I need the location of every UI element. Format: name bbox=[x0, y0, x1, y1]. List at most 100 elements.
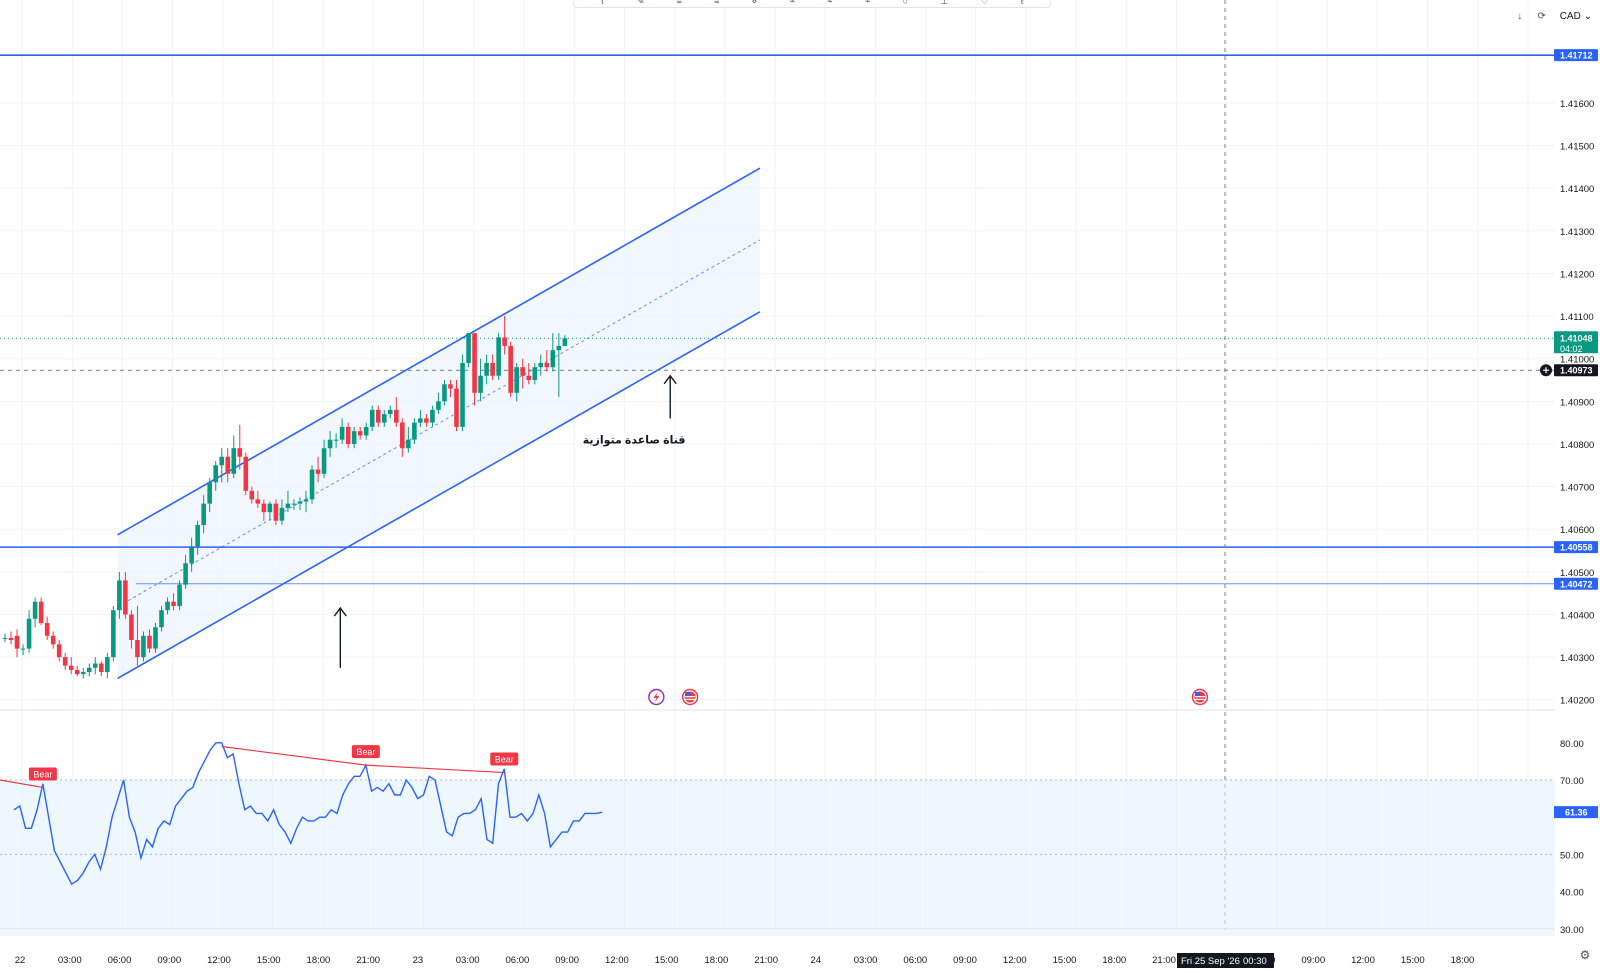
rsi-tick-label: 80.00 bbox=[1560, 739, 1584, 750]
price-tick-label: 1.41300 bbox=[1560, 227, 1594, 238]
candle bbox=[472, 333, 477, 406]
lightning-icon bbox=[648, 688, 665, 706]
candle-body bbox=[460, 362, 465, 427]
candle bbox=[526, 362, 532, 385]
candle-body bbox=[381, 414, 387, 423]
time-tick-label: 22 bbox=[15, 955, 26, 966]
horizontal-line-label: 1.41712 bbox=[1554, 49, 1598, 62]
candle-body bbox=[502, 337, 507, 346]
crosshair-label: 1.40973 bbox=[1540, 364, 1598, 377]
flag-canton bbox=[685, 692, 691, 696]
channel-lower-line bbox=[117, 311, 761, 680]
horizontal-line-label: 1.40558 bbox=[1554, 541, 1598, 554]
candle bbox=[496, 333, 501, 381]
path-icon[interactable]: ⌁ bbox=[789, 0, 795, 6]
flag-stripe bbox=[685, 698, 696, 701]
candle-body bbox=[556, 345, 562, 351]
candle bbox=[315, 456, 321, 483]
candle-body bbox=[315, 469, 321, 474]
lines-icon[interactable]: ≡ bbox=[676, 0, 682, 6]
candle-body bbox=[68, 665, 74, 670]
candle-body bbox=[412, 422, 417, 440]
rsi-line bbox=[13, 742, 603, 886]
candle-body bbox=[478, 375, 483, 393]
candle-body bbox=[454, 388, 459, 427]
candle bbox=[351, 426, 357, 449]
candle-body bbox=[267, 503, 273, 513]
candle bbox=[550, 333, 556, 372]
candle-body bbox=[424, 418, 429, 423]
candle bbox=[333, 433, 339, 449]
candle bbox=[213, 461, 218, 491]
candle-body bbox=[44, 623, 50, 636]
candle-body bbox=[375, 409, 381, 423]
price-tick-label: 1.40600 bbox=[1560, 525, 1594, 536]
pin-icon[interactable]: ℓ bbox=[1020, 0, 1024, 6]
flag-us-icon bbox=[1191, 688, 1209, 706]
circle-icon[interactable]: ○ bbox=[902, 0, 909, 6]
candle bbox=[80, 667, 86, 679]
time-tick-label: 12:00 bbox=[1003, 955, 1027, 966]
candle-body bbox=[363, 426, 369, 436]
bear-label-text: Bear bbox=[495, 755, 514, 765]
divergence-line bbox=[221, 745, 366, 766]
candle-body bbox=[357, 431, 363, 436]
candle-body bbox=[249, 490, 255, 500]
candle-body bbox=[472, 333, 477, 393]
candle bbox=[339, 418, 345, 444]
price-label-bg bbox=[1554, 577, 1598, 590]
gear-icon[interactable]: ⚙ bbox=[1579, 948, 1591, 962]
price-label-bg bbox=[1554, 331, 1598, 354]
candle bbox=[249, 486, 255, 504]
candle-body bbox=[466, 333, 471, 363]
price-tick-label: 1.40500 bbox=[1560, 568, 1594, 579]
candle bbox=[2, 633, 8, 643]
refresh-icon[interactable]: ⟳ bbox=[1537, 10, 1546, 22]
candle bbox=[291, 499, 297, 511]
candle-body bbox=[255, 499, 261, 504]
candle-body bbox=[496, 337, 501, 376]
candle bbox=[237, 424, 243, 470]
brush-icon[interactable]: ⌇ bbox=[600, 0, 605, 6]
candle-body bbox=[74, 669, 80, 675]
candle-body bbox=[32, 601, 38, 619]
candle-body bbox=[141, 635, 146, 658]
path-icon[interactable]: ⌁ bbox=[827, 0, 833, 6]
time-tick-label: 15:00 bbox=[257, 955, 281, 966]
top-right-controls: ↓ ⟳ CAD ⌄ bbox=[1512, 6, 1600, 26]
lightning-shape bbox=[653, 692, 660, 702]
download-icon[interactable]: ↓ bbox=[1517, 10, 1523, 22]
candle bbox=[183, 554, 188, 589]
candle-body bbox=[387, 409, 393, 415]
heart-icon[interactable]: ♡ bbox=[980, 0, 989, 6]
rsi-pane: Bear Bear Bear bbox=[0, 742, 1555, 937]
candle-body bbox=[117, 580, 122, 611]
price-label-bg bbox=[1554, 364, 1598, 377]
bear-label-bg bbox=[490, 752, 519, 766]
pin-icon[interactable]: ⊥ bbox=[940, 0, 949, 6]
time-tick-label: 09:00 bbox=[555, 955, 579, 966]
candle bbox=[538, 354, 544, 376]
channel-upper-line bbox=[117, 167, 761, 536]
candle bbox=[32, 597, 38, 628]
candle-body bbox=[514, 367, 519, 393]
candle-body bbox=[105, 657, 110, 673]
candle bbox=[297, 497, 303, 511]
candle-body bbox=[508, 345, 513, 393]
time-tick-label: 09:00 bbox=[953, 955, 977, 966]
currency-selector[interactable]: CAD ⌄ bbox=[1556, 9, 1596, 24]
crosshair-time-text: Fri 25 Sep '26 bbox=[1181, 956, 1240, 967]
candle-body bbox=[369, 409, 375, 427]
node-icon[interactable]: ⋄ bbox=[751, 0, 758, 6]
candle bbox=[357, 426, 363, 440]
time-tick-label: 12:00 bbox=[1351, 955, 1375, 966]
path-icon[interactable]: ⌁ bbox=[864, 0, 871, 6]
lines-icon[interactable]: ≡ bbox=[714, 0, 720, 6]
candle bbox=[273, 499, 279, 525]
candle-body bbox=[135, 640, 140, 658]
pencil-icon[interactable]: ✎ bbox=[636, 0, 645, 6]
candle bbox=[117, 571, 122, 619]
candle bbox=[219, 448, 225, 483]
